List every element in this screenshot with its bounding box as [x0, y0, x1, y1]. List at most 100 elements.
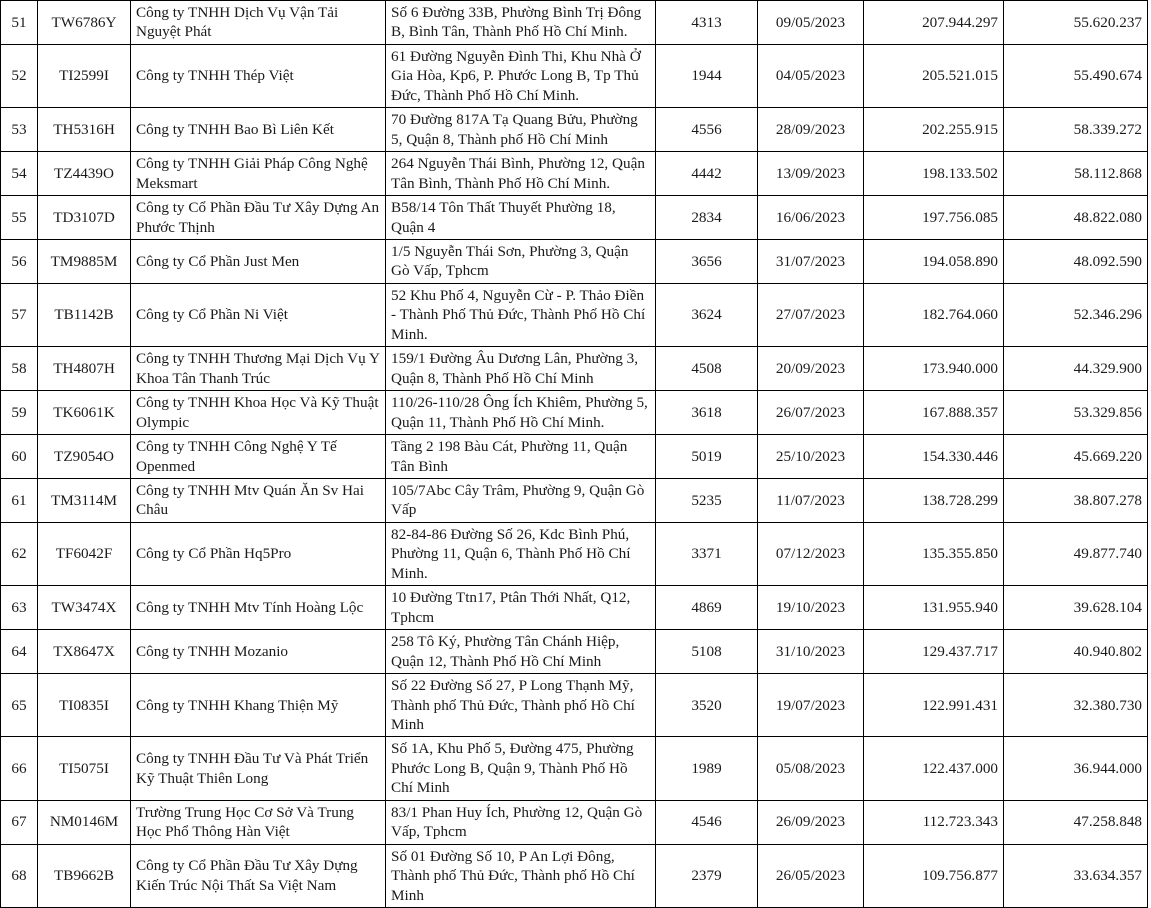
debt-amount-cell: 205.521.015	[863, 43, 1004, 109]
decision-date-cell: 31/10/2023	[757, 629, 864, 675]
debt-amount-cell: 167.888.357	[863, 390, 1004, 436]
penalty-amount-cell: 48.092.590	[1003, 238, 1148, 284]
company-name-cell: Công ty TNHH Khoa Học Và Kỹ Thuật Olympi…	[130, 390, 386, 436]
company-address-cell: 52 Khu Phố 4, Nguyễn Cừ - P. Thảo Điền -…	[385, 282, 656, 348]
debt-amount-cell: 109.756.877	[863, 843, 1004, 908]
debt-amount-cell: 182.764.060	[863, 282, 1004, 348]
table-row: 54 TZ4439O Công ty TNHH Giải Pháp Công Ngh…	[0, 151, 1148, 197]
table-row: 60 TZ9054O Công ty TNHH Công Nghệ Y Tế Ope…	[0, 434, 1148, 479]
decision-number-cell: 1989	[655, 736, 758, 801]
penalty-amount-cell: 44.329.900	[1003, 346, 1148, 392]
penalty-amount-cell: 38.807.278	[1003, 477, 1148, 523]
debt-amount-cell: 207.944.297	[863, 0, 1004, 45]
company-address-cell: 105/7Abc Cây Trâm, Phường 9, Quận Gò Vấp	[385, 477, 656, 523]
penalty-amount-cell: 33.634.357	[1003, 843, 1148, 908]
company-name-cell: Công ty TNHH Khang Thiện Mỹ	[130, 673, 386, 738]
decision-date-cell: 05/08/2023	[757, 736, 864, 801]
company-name-cell: Công ty Cổ Phần Đầu Tư Xây Dựng Kiến Trú…	[130, 843, 386, 908]
row-index-cell: 59	[0, 390, 38, 436]
company-name-cell: Công ty TNHH Mtv Tính Hoàng Lộc	[130, 585, 386, 631]
row-index-cell: 54	[0, 151, 38, 197]
decision-date-cell: 16/06/2023	[757, 195, 864, 240]
company-code-cell: TB9662B	[37, 843, 131, 908]
row-index-cell: 52	[0, 43, 38, 109]
company-name-cell: Công ty TNHH Dịch Vụ Vận Tải Nguyệt Phát	[130, 0, 386, 45]
row-index-cell: 64	[0, 629, 38, 675]
table-row: 53 TH5316H Công ty TNHH Bao Bì Liên Kết 70 …	[0, 107, 1148, 153]
decision-date-cell: 07/12/2023	[757, 521, 864, 587]
decision-number-cell: 4313	[655, 0, 758, 45]
penalty-amount-cell: 36.944.000	[1003, 736, 1148, 801]
company-address-cell: 83/1 Phan Huy Ích, Phường 12, Quận Gò Vấ…	[385, 799, 656, 845]
row-index-cell: 57	[0, 282, 38, 348]
table-row: 61 TM3114M Công ty TNHH Mtv Quán Ăn Sv Hai…	[0, 477, 1148, 523]
decision-date-cell: 09/05/2023	[757, 0, 864, 45]
company-name-cell: Công ty TNHH Giải Pháp Công Nghệ Meksmar…	[130, 151, 386, 197]
decision-date-cell: 20/09/2023	[757, 346, 864, 392]
penalty-amount-cell: 39.628.104	[1003, 585, 1148, 631]
row-index-cell: 60	[0, 434, 38, 479]
company-name-cell: Công ty Cổ Phần Ni Việt	[130, 282, 386, 348]
penalty-amount-cell: 52.346.296	[1003, 282, 1148, 348]
debt-amount-cell: 131.955.940	[863, 585, 1004, 631]
decision-number-cell: 2834	[655, 195, 758, 240]
penalty-amount-cell: 58.339.272	[1003, 107, 1148, 153]
decision-date-cell: 19/07/2023	[757, 673, 864, 738]
penalty-amount-cell: 45.669.220	[1003, 434, 1148, 479]
company-address-cell: 82-84-86 Đường Số 26, Kdc Bình Phú, Phườ…	[385, 521, 656, 587]
debt-amount-cell: 138.728.299	[863, 477, 1004, 523]
decision-number-cell: 3520	[655, 673, 758, 738]
penalty-amount-cell: 53.329.856	[1003, 390, 1148, 436]
decision-date-cell: 26/07/2023	[757, 390, 864, 436]
company-address-cell: Tầng 2 198 Bàu Cát, Phường 11, Quận Tân …	[385, 434, 656, 479]
row-index-cell: 55	[0, 195, 38, 240]
row-index-cell: 66	[0, 736, 38, 801]
row-index-cell: 53	[0, 107, 38, 153]
debt-amount-cell: 173.940.000	[863, 346, 1004, 392]
company-address-cell: 110/26-110/28 Ông Ích Khiêm, Phường 5, Q…	[385, 390, 656, 436]
table-row: 59 TK6061K Công ty TNHH Khoa Học Và Kỹ Thu…	[0, 390, 1148, 436]
decision-date-cell: 28/09/2023	[757, 107, 864, 153]
decision-number-cell: 4869	[655, 585, 758, 631]
company-address-cell: 264 Nguyễn Thái Bình, Phường 12, Quận Tâ…	[385, 151, 656, 197]
table-row: 57 TB1142B Công ty Cổ Phần Ni Việt 52 Khu P…	[0, 282, 1148, 348]
table-row: 52 TI2599I Công ty TNHH Thép Việt 61 Đường …	[0, 43, 1148, 109]
row-index-cell: 62	[0, 521, 38, 587]
company-code-cell: TI5075I	[37, 736, 131, 801]
table-row: 63 TW3474X Công ty TNHH Mtv Tính Hoàng Lộc…	[0, 585, 1148, 631]
decision-date-cell: 19/10/2023	[757, 585, 864, 631]
row-index-cell: 56	[0, 238, 38, 284]
penalty-amount-cell: 48.822.080	[1003, 195, 1148, 240]
penalty-amount-cell: 49.877.740	[1003, 521, 1148, 587]
company-address-cell: Số 1A, Khu Phố 5, Đường 475, Phường Phướ…	[385, 736, 656, 801]
company-code-cell: TI2599I	[37, 43, 131, 109]
decision-number-cell: 5108	[655, 629, 758, 675]
penalty-amount-cell: 58.112.868	[1003, 151, 1148, 197]
decision-number-cell: 3618	[655, 390, 758, 436]
company-address-cell: Số 01 Đường Số 10, P An Lợi Đông, Thành …	[385, 843, 656, 908]
decision-number-cell: 3371	[655, 521, 758, 587]
debt-amount-cell: 194.058.890	[863, 238, 1004, 284]
company-code-cell: TB1142B	[37, 282, 131, 348]
company-address-cell: Số 6 Đường 33B, Phường Bình Trị Đông B, …	[385, 0, 656, 45]
penalty-amount-cell: 47.258.848	[1003, 799, 1148, 845]
company-code-cell: NM0146M	[37, 799, 131, 845]
table-row: 64 TX8647X Công ty TNHH Mozanio 258 Tô Ký, …	[0, 629, 1148, 675]
debt-amount-cell: 122.991.431	[863, 673, 1004, 738]
company-name-cell: Công ty TNHH Thương Mại Dịch Vụ Y Khoa T…	[130, 346, 386, 392]
company-code-cell: TH5316H	[37, 107, 131, 153]
table-row: 56 TM9885M Công ty Cổ Phần Just Men 1/5 Ngu…	[0, 238, 1148, 284]
penalty-amount-cell: 32.380.730	[1003, 673, 1148, 738]
penalty-amount-cell: 55.620.237	[1003, 0, 1148, 45]
company-address-cell: 61 Đường Nguyễn Đình Thi, Khu Nhà Ở Gia …	[385, 43, 656, 109]
row-index-cell: 68	[0, 843, 38, 908]
debt-amount-cell: 112.723.343	[863, 799, 1004, 845]
row-index-cell: 65	[0, 673, 38, 738]
row-index-cell: 58	[0, 346, 38, 392]
company-address-cell: 159/1 Đường Âu Dương Lân, Phường 3, Quận…	[385, 346, 656, 392]
company-address-cell: 258 Tô Ký, Phường Tân Chánh Hiệp, Quận 1…	[385, 629, 656, 675]
decision-date-cell: 26/05/2023	[757, 843, 864, 908]
decision-date-cell: 04/05/2023	[757, 43, 864, 109]
